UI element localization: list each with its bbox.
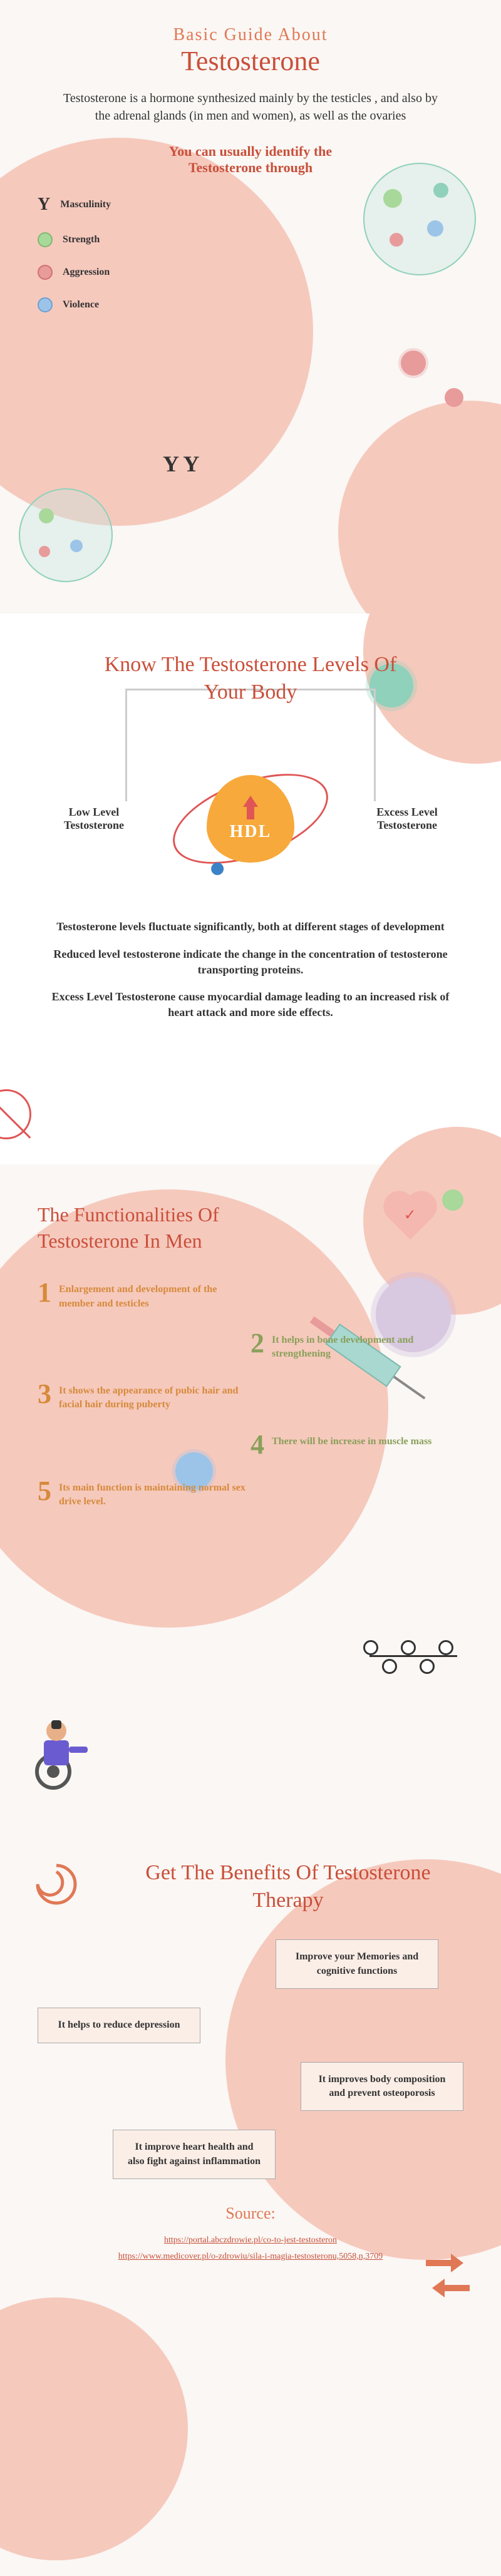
- virus-icon: [401, 351, 426, 376]
- function-number: 5: [38, 1477, 51, 1505]
- legend-label: Aggression: [63, 267, 110, 278]
- source-link[interactable]: https://portal.abczdrowie.pl/co-to-jest-…: [38, 2235, 463, 2245]
- benefit-box: Improve your Memories and cognitive func…: [276, 1939, 438, 1989]
- levels-para: Excess Level Testosterone cause myocardi…: [50, 989, 451, 1020]
- function-number: 3: [38, 1380, 51, 1408]
- functions-list: 1 Enlargement and development of the mem…: [38, 1279, 463, 1509]
- cell-icon: [38, 232, 53, 247]
- bg-blob: [0, 2297, 188, 2560]
- legend-item: Violence: [38, 297, 463, 312]
- legend-label: Strength: [63, 234, 100, 245]
- cell-icon: [38, 265, 53, 280]
- cell-cluster-icon: [19, 488, 113, 582]
- molecule-icon: [363, 1640, 463, 1690]
- levels-title: Know The Testosterone Levels Of Your Bod…: [88, 651, 413, 706]
- function-text: It helps in bone development and strengt…: [272, 1330, 463, 1362]
- antibody-icon: Y: [38, 195, 50, 215]
- level-diagram: Low Level Testosterone HDL Excess Level …: [38, 756, 463, 881]
- source-title: Source:: [38, 2204, 463, 2223]
- up-arrow-icon: [243, 796, 258, 807]
- function-item: 2 It helps in bone development and stren…: [250, 1330, 463, 1362]
- function-text: There will be increase in muscle mass: [272, 1431, 431, 1449]
- function-item: 5 Its main function is maintaining norma…: [38, 1477, 250, 1509]
- antibody-icon: Y Y: [163, 451, 199, 477]
- legend-label: Masculinity: [60, 199, 111, 210]
- crossed-circle-icon: [0, 1089, 31, 1139]
- function-number: 2: [250, 1330, 264, 1357]
- functions-title: The Functionalities Of Testosterone In M…: [38, 1202, 238, 1254]
- function-item: 3 It shows the appearance of pubic hair …: [38, 1380, 250, 1412]
- wheelchair-person-icon: [25, 1709, 100, 1793]
- function-text: Its main function is maintaining normal …: [59, 1477, 250, 1509]
- title-line1: Basic Guide About: [38, 25, 463, 45]
- excess-level-label: Excess Level Testosterone: [351, 806, 463, 832]
- legend-item: Y Masculinity: [38, 195, 463, 215]
- sub-heading: You can usually identify the Testosteron…: [163, 143, 338, 176]
- low-level-label: Low Level Testosterone: [38, 806, 150, 832]
- intro-text: Testosterone is a hormone synthesized ma…: [56, 90, 445, 125]
- orbit-dot: [209, 861, 225, 877]
- legend-item: Strength: [38, 232, 463, 247]
- title-line2: Testosterone: [38, 45, 463, 77]
- function-number: 1: [38, 1279, 51, 1306]
- benefit-box: It helps to reduce depression: [38, 2008, 200, 2043]
- function-item: 4 There will be increase in muscle mass: [250, 1431, 463, 1459]
- virus-icon: [445, 388, 463, 407]
- function-text: Enlargement and development of the membe…: [59, 1279, 250, 1311]
- legend: Y Masculinity Strength Aggression Violen…: [38, 195, 463, 312]
- up-arrow-icon: [247, 807, 254, 819]
- benefit-box: It improve heart health and also fight a…: [113, 2130, 276, 2179]
- legend-item: Aggression: [38, 265, 463, 280]
- levels-para: Testosterone levels fluctuate significan…: [50, 919, 451, 935]
- benefit-box: It improves body composition and prevent…: [301, 2062, 463, 2112]
- function-number: 4: [250, 1431, 264, 1459]
- function-item: 1 Enlargement and development of the mem…: [38, 1279, 250, 1311]
- benefits-title: Get The Benefits Of Testosterone Therapy: [113, 1859, 463, 1914]
- function-text: It shows the appearance of pubic hair an…: [59, 1380, 250, 1412]
- cell-icon: [38, 297, 53, 312]
- levels-para: Reduced level testosterone indicate the …: [50, 947, 451, 978]
- legend-label: Violence: [63, 299, 99, 310]
- hdl-text: HDL: [230, 822, 272, 842]
- source-link[interactable]: https://www.medicover.pl/o-zdrowiu/sila-…: [38, 2252, 463, 2262]
